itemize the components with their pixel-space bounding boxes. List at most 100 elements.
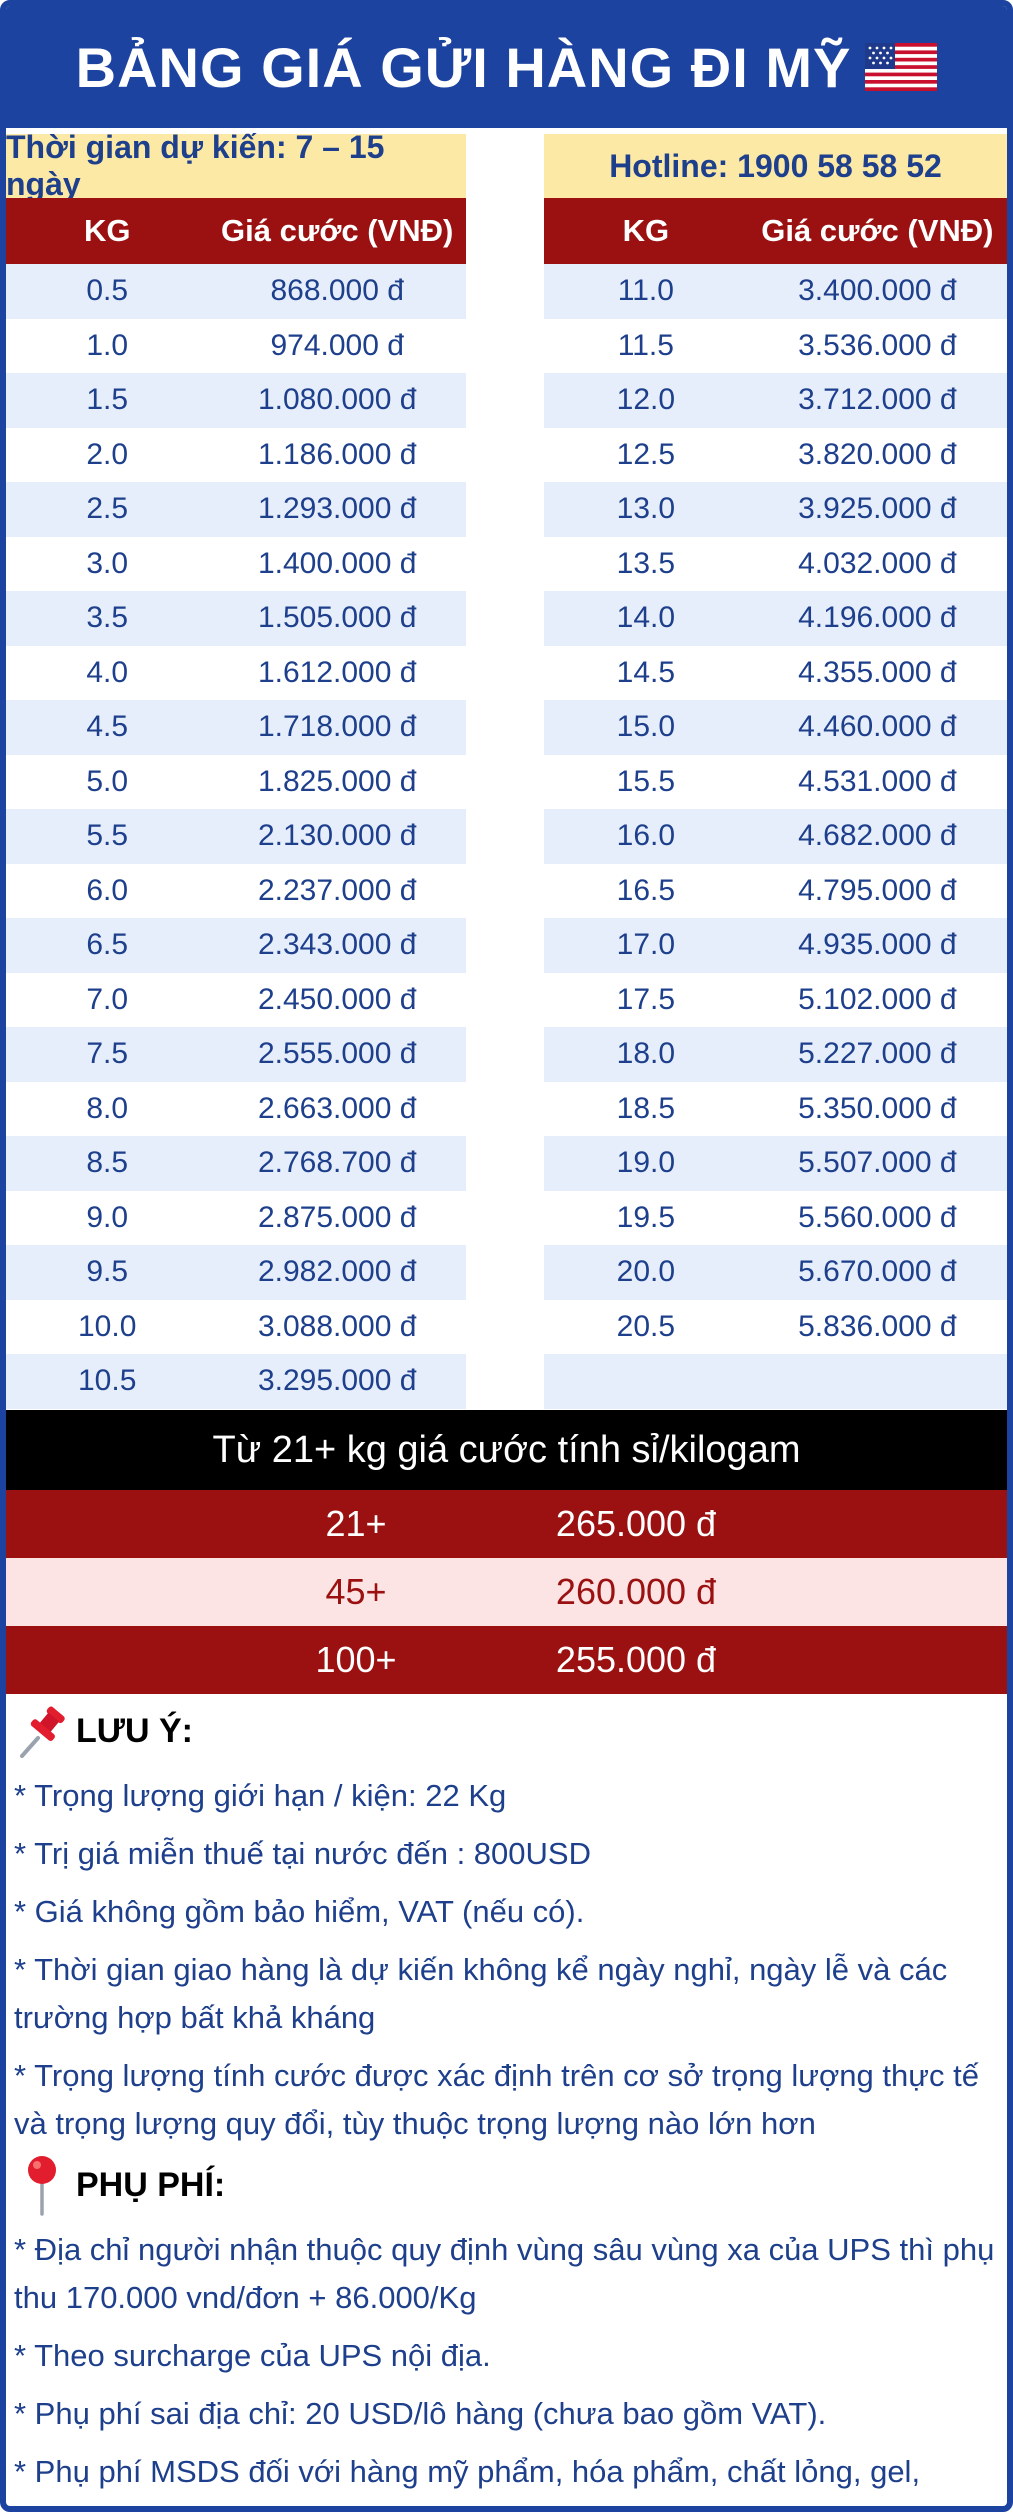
table-row: 19.5 5.560.000 đ (544, 1190, 1007, 1245)
table-row: 17.5 5.102.000 đ (544, 972, 1007, 1027)
cell-price: 4.460.000 đ (798, 710, 957, 744)
table-row: 13.0 3.925.000 đ (544, 482, 1007, 537)
cell-kg: 1.5 (86, 383, 129, 417)
cell-price: 5.670.000 đ (798, 1255, 957, 1289)
table-header: KG Giá cước (VNĐ) (6, 198, 466, 264)
cell-kg: 4.5 (86, 710, 129, 744)
surcharge-item: * Phụ phí sai địa chỉ: 20 USD/lô hàng (c… (14, 2396, 827, 2431)
table-row: 10.0 3.088.000 đ (6, 1299, 466, 1354)
table-row: 18.0 5.227.000 đ (544, 1027, 1007, 1082)
cell-price: 2.982.000 đ (257, 1255, 417, 1289)
table-row: 1.0 974.000 đ (6, 318, 466, 373)
cell-kg: 18.5 (616, 1091, 676, 1125)
table-row: 18.5 5.350.000 đ (544, 1081, 1007, 1136)
bulk-row: 100+ 255.000 đ (6, 1626, 1007, 1694)
header-kg: KG (83, 213, 131, 248)
table-row: 5.0 1.825.000 đ (6, 754, 466, 809)
notes-title: LƯU Ý: (76, 1711, 193, 1750)
bulk-row: 45+ 260.000 đ (6, 1558, 1007, 1626)
cell-price: 2.875.000 đ (257, 1200, 417, 1234)
cell-kg: 14.5 (616, 655, 676, 689)
table-row: 17.0 4.935.000 đ (544, 918, 1007, 973)
cell-price: 3.820.000 đ (798, 437, 957, 471)
header-kg: KG (622, 213, 670, 248)
cell-price: 2.237.000 đ (257, 873, 417, 907)
table-row: 2.5 1.293.000 đ (6, 482, 466, 537)
table-row: 19.0 5.507.000 đ (544, 1136, 1007, 1191)
cell-price: 5.227.000 đ (798, 1037, 957, 1071)
table-row: 2.0 1.186.000 đ (6, 427, 466, 482)
bulk-kg: 100+ (315, 1639, 397, 1680)
table-row: 7.0 2.450.000 đ (6, 972, 466, 1027)
title-bar: BẢNG GIÁ GỬI HÀNG ĐI MỸ (6, 6, 1007, 128)
note-item: * Giá không gồm bảo hiểm, VAT (nếu có). (14, 1894, 585, 1929)
cell-kg: 20.0 (616, 1255, 676, 1289)
bulk-kg: 45+ (325, 1571, 387, 1612)
cell-price: 2.343.000 đ (257, 928, 417, 962)
table-row: 20.5 5.836.000 đ (544, 1299, 1007, 1354)
cell-price: 1.825.000 đ (257, 764, 417, 798)
table-row: 15.5 4.531.000 đ (544, 754, 1007, 809)
cell-price: 5.350.000 đ (798, 1091, 957, 1125)
cell-price: 2.663.000 đ (257, 1091, 417, 1125)
table-row: 6.0 2.237.000 đ (6, 863, 466, 918)
header-price: Giá cước (VNĐ) (221, 213, 454, 248)
table-body: 11.0 3.400.000 đ 11.5 3.536.000 đ 12.0 3.712.… (544, 264, 1007, 1409)
cell-kg: 4.0 (86, 655, 129, 689)
cell-price: 3.295.000 đ (257, 1364, 417, 1398)
cell-kg: 19.5 (616, 1200, 676, 1234)
table-body: 0.5 868.000 đ 1.0 974.000 đ 1.5 1.080.000 đ 2.… (6, 264, 466, 1409)
table-row: 12.5 3.820.000 đ (544, 427, 1007, 482)
notes-heading: LƯU Ý: (14, 1700, 999, 1762)
cell-price: 3.400.000 đ (798, 274, 957, 308)
cell-price: 974.000 đ (270, 328, 404, 362)
table-row: 8.0 2.663.000 đ (6, 1081, 466, 1136)
table-row: 8.5 2.768.700 đ (6, 1136, 466, 1191)
cell-price: 5.836.000 đ (798, 1309, 957, 1343)
cell-price: 1.718.000 đ (257, 710, 417, 744)
table-header: KG Giá cước (VNĐ) (544, 198, 1007, 264)
cell-price: 1.080.000 đ (257, 383, 417, 417)
table-row: 13.5 4.032.000 đ (544, 536, 1007, 591)
cell-kg: 1.0 (86, 328, 129, 362)
us-flag-icon (865, 43, 938, 91)
bulk-header-text: Từ 21+ kg giá cước tính sỉ/kilogam (212, 1428, 801, 1471)
table-row: 6.5 2.343.000 đ (6, 918, 466, 973)
table-row: 15.0 4.460.000 đ (544, 700, 1007, 755)
table-row: 5.5 2.130.000 đ (6, 809, 466, 864)
cell-kg: 13.5 (616, 546, 676, 580)
table-row: 11.0 3.400.000 đ (544, 264, 1007, 319)
cell-kg: 12.0 (616, 383, 676, 417)
cell-kg: 11.5 (617, 328, 674, 362)
table-row: 4.0 1.612.000 đ (6, 645, 466, 700)
cell-price: 4.531.000 đ (798, 764, 957, 798)
cell-price: 2.768.700 đ (257, 1146, 417, 1180)
cell-kg: 9.0 (86, 1200, 129, 1234)
cell-kg: 10.0 (78, 1309, 137, 1343)
surcharge-heading: PHỤ PHÍ: (14, 2154, 999, 2216)
map-pin-icon (28, 2156, 56, 2216)
cell-kg: 0.5 (86, 274, 129, 308)
bulk-row: 21+ 265.000 đ (6, 1490, 1007, 1558)
notes-section: LƯU Ý: * Trọng lượng giới hạn / kiện: 22… (14, 1700, 999, 2506)
bulk-price: 260.000 đ (555, 1571, 717, 1612)
cell-kg: 2.0 (86, 437, 129, 471)
table-row: 14.5 4.355.000 đ (544, 645, 1007, 700)
cell-kg: 5.0 (86, 764, 129, 798)
cell-price: 4.355.000 đ (798, 655, 957, 689)
table-row: 14.0 4.196.000 đ (544, 591, 1007, 646)
bulk-price: 255.000 đ (555, 1639, 717, 1680)
cell-kg: 11.0 (617, 274, 674, 308)
header-price: Giá cước (VNĐ) (761, 213, 994, 248)
cell-kg: 15.0 (616, 710, 676, 744)
table-row: 9.5 2.982.000 đ (6, 1245, 466, 1300)
cell-price: 5.560.000 đ (798, 1200, 957, 1234)
cell-price: 3.925.000 đ (798, 492, 957, 526)
table-row: 16.0 4.682.000 đ (544, 809, 1007, 864)
cell-kg: 12.5 (616, 437, 676, 471)
cell-price: 4.196.000 đ (798, 601, 957, 635)
note-item: * Trọng lượng giới hạn / kiện: 22 Kg (14, 1778, 507, 1813)
cell-kg: 16.0 (616, 819, 676, 853)
bulk-kg: 21+ (325, 1503, 387, 1544)
cell-kg: 7.5 (86, 1037, 129, 1071)
